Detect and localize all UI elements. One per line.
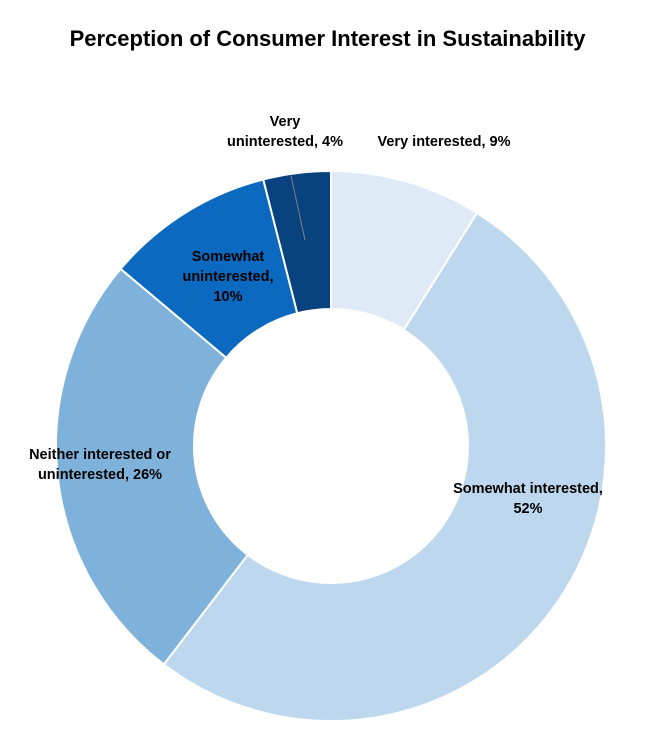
donut-slice-very-uninterested (262, 169, 332, 315)
chart-title: Perception of Consumer Interest in Susta… (69, 26, 586, 51)
data-label-neither-interested-or-uninterested: Neither interested or uninterested, 26% (29, 447, 171, 483)
leader-line (290, 175, 306, 241)
data-label-somewhat-uninterested: Somewhat uninterested, 10% (182, 249, 273, 305)
donut-slice-neither-interested-or-uninterested (55, 267, 250, 666)
data-label-somewhat-interested: Somewhat interested, 52% (453, 481, 603, 517)
data-label-very-interested: Very interested, 9% (378, 134, 511, 150)
data-label-very-uninterested: Very uninterested, 4% (227, 114, 343, 150)
donut-slice-somewhat-interested (162, 211, 607, 722)
